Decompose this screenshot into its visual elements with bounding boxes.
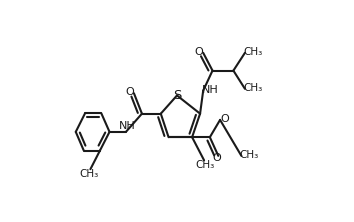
Text: O: O xyxy=(220,114,229,124)
Text: CH₃: CH₃ xyxy=(239,150,258,160)
Text: S: S xyxy=(173,89,181,102)
Text: CH₃: CH₃ xyxy=(243,83,263,93)
Text: O: O xyxy=(212,153,221,163)
Text: O: O xyxy=(125,87,134,97)
Text: NH: NH xyxy=(201,85,218,95)
Text: NH: NH xyxy=(119,121,136,131)
Text: CH₃: CH₃ xyxy=(79,169,99,180)
Text: CH₃: CH₃ xyxy=(195,160,215,170)
Text: O: O xyxy=(194,47,203,57)
Text: CH₃: CH₃ xyxy=(243,47,263,57)
